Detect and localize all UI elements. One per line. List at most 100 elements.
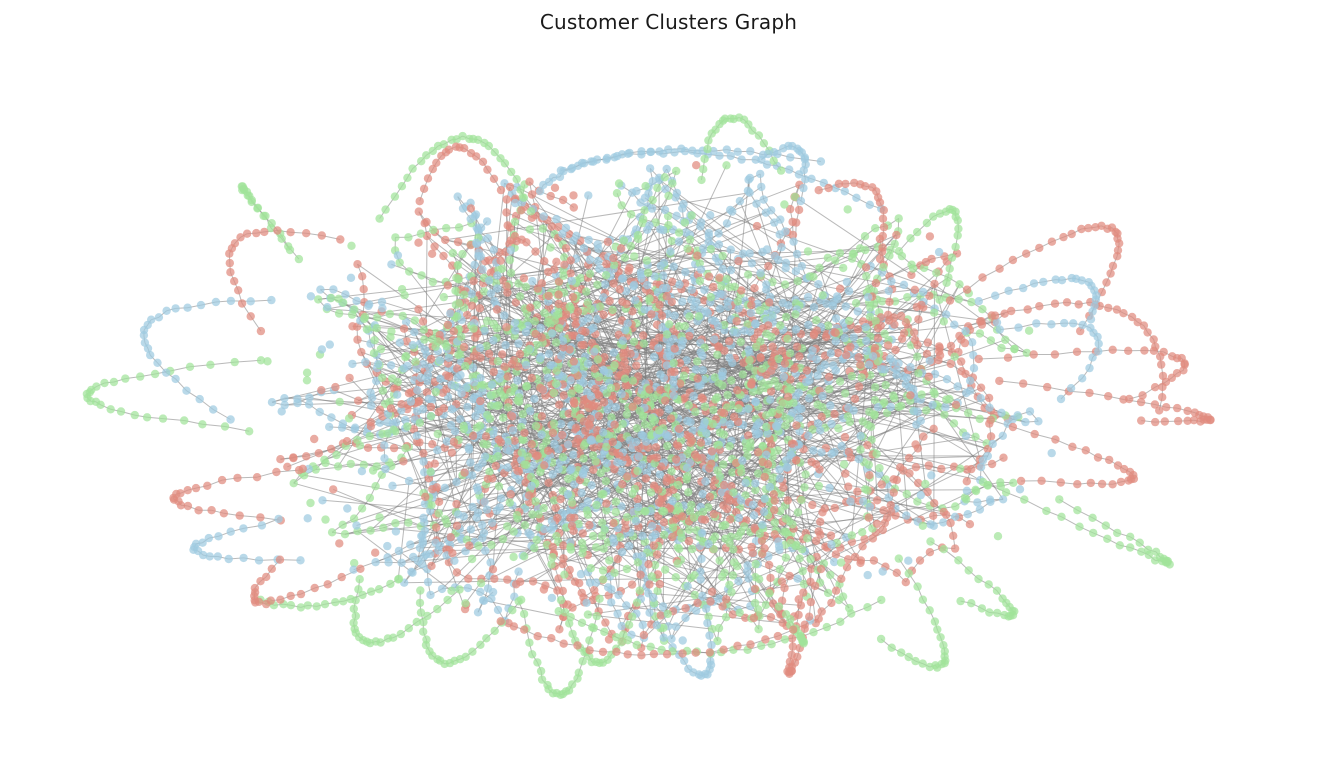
graph-node-cluster-0 bbox=[830, 503, 839, 513]
graph-node-cluster-2 bbox=[675, 544, 684, 554]
graph-node-cluster-1 bbox=[607, 598, 616, 607]
graph-node-cluster-0 bbox=[427, 561, 436, 571]
graph-node-cluster-0 bbox=[544, 478, 553, 487]
graph-node-cluster-1 bbox=[667, 634, 676, 644]
graph-node-cluster-2 bbox=[417, 271, 426, 280]
graph-node-cluster-0 bbox=[756, 353, 765, 362]
graph-node-cluster-0 bbox=[399, 324, 409, 333]
graph-node-cluster-1 bbox=[493, 605, 503, 615]
graph-node-cluster-1 bbox=[775, 230, 784, 239]
graph-node-cluster-1 bbox=[649, 593, 658, 602]
graph-node-cluster-1 bbox=[761, 208, 771, 217]
graph-node-cluster-1 bbox=[617, 621, 626, 631]
graph-node-cluster-0 bbox=[439, 251, 448, 261]
graph-node-cluster-1 bbox=[410, 328, 419, 337]
graph-node-cluster-0 bbox=[795, 352, 804, 361]
graph-node-cluster-1 bbox=[463, 583, 473, 593]
graph-node-cluster-2 bbox=[851, 298, 861, 308]
graph-node-cluster-1 bbox=[463, 402, 472, 412]
graph-node-cluster-2 bbox=[338, 520, 347, 529]
graph-node-cluster-0 bbox=[419, 449, 428, 458]
graph-node-cluster-2 bbox=[357, 504, 367, 513]
graph-node-cluster-0 bbox=[644, 560, 653, 569]
graph-node-cluster-2 bbox=[522, 382, 531, 391]
graph-node-cluster-0 bbox=[453, 237, 463, 247]
graph-node-cluster-0 bbox=[469, 276, 478, 286]
graph-node-cluster-2 bbox=[967, 297, 976, 307]
graph-node-cluster-0 bbox=[358, 272, 367, 281]
graph-node-cluster-0 bbox=[555, 625, 564, 634]
graph-node-cluster-2 bbox=[823, 321, 833, 330]
graph-node-cluster-1 bbox=[487, 594, 496, 603]
graph-node-cluster-0 bbox=[559, 541, 568, 550]
graph-node-cluster-1 bbox=[770, 218, 779, 227]
graph-node-cluster-1 bbox=[714, 229, 723, 238]
graph-node-cluster-1 bbox=[789, 237, 798, 246]
graph-node-cluster-0 bbox=[693, 598, 702, 608]
graph-node-cluster-1 bbox=[315, 407, 324, 417]
graph-node-cluster-1 bbox=[744, 574, 753, 583]
graph-node-cluster-2 bbox=[366, 526, 375, 535]
graph-node-cluster-0 bbox=[276, 455, 285, 464]
graph-node-cluster-2 bbox=[405, 267, 414, 276]
graph-node-cluster-1 bbox=[749, 511, 759, 520]
graph-node-cluster-1 bbox=[473, 608, 483, 617]
graph-node-cluster-0 bbox=[314, 449, 323, 458]
graph-node-cluster-0 bbox=[636, 570, 645, 579]
graph-node-cluster-0 bbox=[613, 554, 622, 564]
graph-node-cluster-2 bbox=[727, 587, 736, 597]
graph-node-cluster-0 bbox=[879, 506, 888, 515]
graph-node-cluster-0 bbox=[443, 320, 453, 330]
graph-node-cluster-0 bbox=[706, 597, 715, 606]
graph-node-cluster-1 bbox=[752, 199, 761, 208]
graph-node-cluster-2 bbox=[978, 305, 987, 314]
graph-node-cluster-0 bbox=[639, 331, 648, 340]
graph-node-cluster-2 bbox=[986, 336, 996, 345]
graph-node-cluster-2 bbox=[1001, 335, 1010, 344]
graph-node-cluster-1 bbox=[745, 173, 755, 183]
graph-node-cluster-1 bbox=[305, 393, 314, 402]
graph-node-cluster-0 bbox=[422, 217, 431, 227]
graph-node-cluster-1 bbox=[478, 520, 487, 530]
graph-node-cluster-2 bbox=[1010, 344, 1019, 354]
graph-node-cluster-2 bbox=[661, 565, 670, 574]
graph-node-cluster-2 bbox=[881, 380, 890, 390]
graph-node-cluster-0 bbox=[794, 205, 804, 215]
graph-node-cluster-0 bbox=[681, 604, 690, 613]
graph-node-cluster-1 bbox=[600, 280, 610, 289]
graph-node-cluster-1 bbox=[497, 494, 506, 503]
graph-node-cluster-0 bbox=[441, 235, 450, 245]
graph-node-cluster-0 bbox=[414, 207, 423, 216]
graph-node-cluster-1 bbox=[293, 398, 302, 408]
graph-node-cluster-0 bbox=[627, 580, 637, 589]
graph-node-cluster-2 bbox=[812, 316, 821, 325]
graph-node-cluster-2 bbox=[442, 223, 451, 233]
graph-node-cluster-2 bbox=[913, 352, 922, 361]
graph-node-cluster-1 bbox=[756, 169, 765, 179]
graph-node-cluster-0 bbox=[537, 412, 546, 421]
graph-node-cluster-2 bbox=[940, 410, 949, 419]
graph-node-cluster-2 bbox=[591, 543, 601, 552]
graph-node-cluster-0 bbox=[302, 452, 311, 461]
graph-node-cluster-2 bbox=[379, 523, 388, 532]
graph-node-cluster-2 bbox=[667, 236, 676, 246]
graph-node-cluster-2 bbox=[340, 530, 350, 539]
graph-node-cluster-1 bbox=[325, 422, 334, 432]
graph-node-cluster-2 bbox=[856, 445, 865, 454]
graph-node-cluster-2 bbox=[485, 414, 495, 423]
graph-node-cluster-1 bbox=[658, 602, 668, 611]
graph-node-cluster-2 bbox=[795, 554, 804, 563]
graph-node-cluster-2 bbox=[671, 573, 680, 582]
graph-node-cluster-2 bbox=[954, 295, 963, 304]
graph-node-cluster-0 bbox=[655, 333, 664, 342]
graph-node-cluster-2 bbox=[663, 441, 672, 451]
graph-node-cluster-2 bbox=[871, 383, 880, 392]
graph-node-cluster-1 bbox=[603, 583, 613, 592]
graph-node-cluster-2 bbox=[404, 518, 413, 527]
graph-node-cluster-1 bbox=[466, 458, 475, 467]
graph-node-cluster-0 bbox=[750, 284, 759, 293]
graph-node-cluster-0 bbox=[788, 217, 797, 227]
graph-node-cluster-1 bbox=[638, 620, 647, 630]
graph-node-cluster-1 bbox=[841, 302, 850, 311]
